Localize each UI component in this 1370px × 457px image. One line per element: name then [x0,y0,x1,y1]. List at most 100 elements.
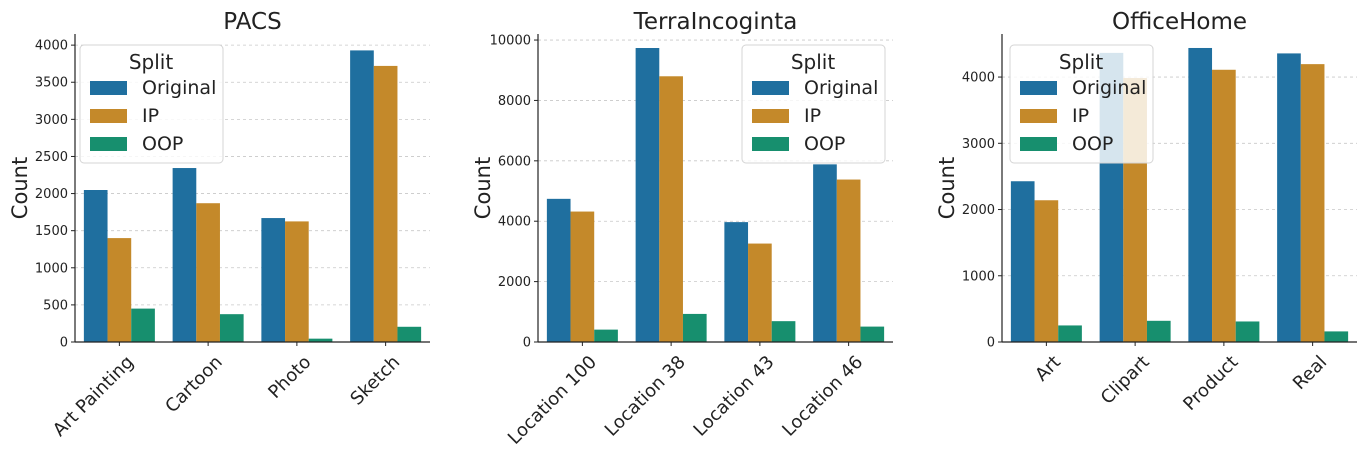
y-axis-label: Count [8,157,32,219]
bar-ip-location-38 [659,76,683,343]
bar-original-location-46 [813,164,837,342]
legend-label-original: Original [1072,77,1146,99]
bar-original-cartoon [172,168,197,342]
legend-swatch-ip [90,109,127,123]
bar-oop-art-painting [131,308,155,342]
legend-title: Split [129,50,174,74]
bar-oop-sketch [397,326,422,342]
x-tick-label: Location 43 [690,352,779,441]
bar-ip-art-painting [107,238,132,342]
chart-title: TerraIncoginta [633,9,798,35]
bar-ip-location-46 [836,179,861,342]
x-tick-label: Location 38 [601,352,690,441]
y-tick-label: 0 [987,336,995,351]
y-tick-label: 2000 [498,275,531,290]
x-tick-label: Sketch [346,352,404,410]
y-tick-label: 4000 [962,71,995,86]
bar-ip-real [1300,64,1325,342]
bar-ip-location-43 [748,243,772,342]
x-tick-label: Clipart [1097,352,1154,409]
bar-oop-location-46 [860,326,885,342]
y-axis-label: Count [471,157,495,219]
y-tick-label: 2000 [962,203,995,218]
legend-label-ip: IP [142,105,159,127]
bar-original-real [1277,53,1301,342]
x-tick-label: Location 100 [504,352,601,449]
legend-label-ip: IP [1072,105,1089,127]
legend-label-oop: OOP [804,133,845,155]
y-tick-label: 10000 [490,34,531,49]
y-tick-label: 6000 [498,154,531,169]
x-tick-label: Cartoon [161,352,226,417]
y-tick-label: 2000 [35,187,68,202]
y-axis-label: Count [935,157,959,219]
bar-oop-cartoon [219,314,244,342]
bar-ip-sketch [373,65,398,342]
x-tick-label: Real [1289,352,1331,394]
legend-title: Split [791,50,836,74]
bar-oop-art [1058,325,1082,342]
legend-box [1009,44,1154,164]
x-tick-label: Product [1179,352,1242,415]
legend-label-ip: IP [804,105,821,127]
y-tick-label: 1000 [35,261,68,276]
bar-oop-location-38 [682,313,707,342]
bar-original-location-100 [546,198,571,342]
y-tick-label: 0 [60,336,68,351]
bar-oop-product [1235,321,1260,342]
bar-original-location-43 [724,222,749,342]
y-tick-label: 1000 [962,269,995,284]
bar-ip-product [1212,69,1236,343]
bar-original-art-painting [83,190,108,342]
legend-box [79,44,224,164]
y-tick-label: 0 [523,336,531,351]
x-tick-label: Photo [264,352,315,403]
y-tick-label: 500 [43,298,68,313]
bar-ip-location-100 [570,211,595,342]
legend-swatch-original [752,81,789,95]
legend: Split Original IP OOP [79,44,224,164]
y-tick-label: 4000 [35,39,68,54]
legend-swatch-original [90,81,127,95]
y-tick-label: 3000 [35,113,68,128]
chart-panel-pacs: 0 500 1000 1500 2000 2500 3000 3500 4000 Art Pain… [8,9,430,441]
legend: Split Original IP OOP [1009,44,1154,164]
legend-label-oop: OOP [1072,133,1113,155]
legend-swatch-ip [752,109,789,123]
legend-label-oop: OOP [142,133,183,155]
bar-oop-location-100 [594,329,618,342]
bar-ip-cartoon [196,203,220,342]
bar-ip-photo [285,221,309,342]
bar-oop-clipart [1146,320,1171,342]
chart-title: PACS [223,9,281,35]
legend-swatch-ip [1020,109,1057,123]
legend-swatch-oop [1020,137,1057,151]
x-tick-label: Art Painting [49,352,138,441]
y-tick-label: 3500 [35,76,68,91]
legend-swatch-oop [752,137,789,151]
y-tick-label: 1500 [35,224,68,239]
x-tick-label: Location 46 [778,352,867,441]
legend-swatch-original [1020,81,1057,95]
bar-oop-real [1324,331,1349,342]
legend-swatch-oop [90,137,127,151]
bar-oop-location-43 [771,321,796,342]
legend: Split Original IP OOP [741,44,886,164]
y-tick-label: 3000 [962,137,995,152]
bar-original-sketch [350,50,374,343]
bar-original-location-38 [635,48,660,342]
chart-title: OfficeHome [1112,9,1247,35]
bar-original-art [1010,181,1035,342]
x-tick-label: Art [1031,352,1065,386]
bar-ip-art [1034,200,1059,342]
y-tick-label: 2500 [35,150,68,165]
bar-original-product [1188,47,1213,342]
bar-oop-photo [308,338,333,342]
bar-original-photo [261,218,286,342]
legend-title: Split [1059,50,1104,74]
legend-box [741,44,886,164]
y-tick-label: 4000 [498,215,531,230]
legend-label-original: Original [142,77,216,99]
